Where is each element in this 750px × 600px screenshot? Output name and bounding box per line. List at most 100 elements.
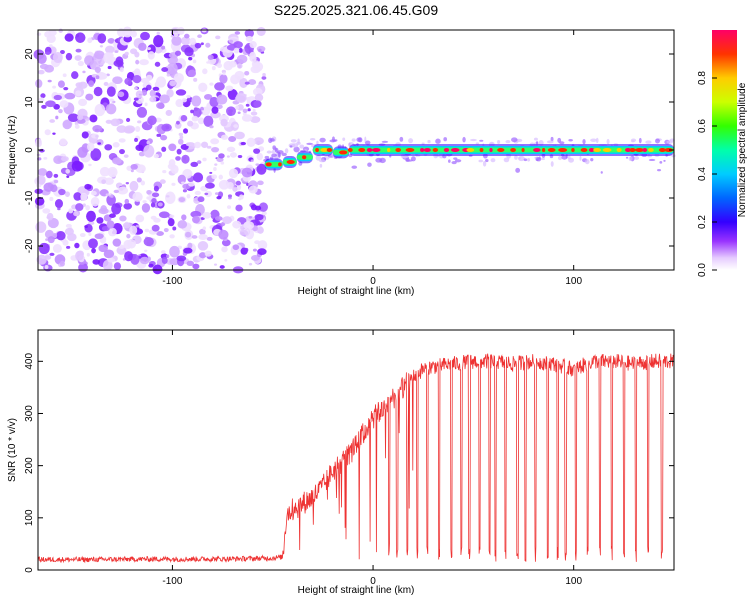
noise-blob — [221, 239, 231, 247]
noise-blob — [145, 74, 153, 81]
noise-blob — [65, 223, 72, 228]
tone-peak — [405, 148, 415, 152]
tone-halo-blob — [561, 155, 568, 160]
noise-blob — [244, 70, 250, 76]
tone-halo-blob — [306, 142, 313, 146]
noise-blob — [109, 98, 114, 102]
noise-blob — [199, 228, 206, 236]
noise-blob — [91, 247, 96, 254]
noise-blob — [250, 255, 260, 261]
noise-blob — [194, 42, 202, 49]
noise-blob — [36, 153, 41, 157]
x-tick-label: 0 — [370, 276, 376, 287]
noise-blob — [45, 238, 49, 241]
tone-peak — [326, 148, 333, 152]
noise-blob — [222, 72, 226, 76]
noise-blob — [220, 46, 230, 53]
noise-blob — [165, 109, 173, 117]
tone-halo-blob — [272, 145, 276, 150]
tone-halo-blob — [557, 137, 562, 143]
noise-blob — [249, 51, 257, 60]
noise-blob — [194, 190, 201, 196]
spectrogram-x-ticks: -100 0 100 — [162, 30, 582, 287]
noise-blob — [239, 77, 248, 89]
noise-blob — [53, 179, 59, 184]
noise-blob — [73, 211, 79, 217]
noise-blob — [96, 217, 104, 224]
snr-plot-area — [38, 330, 674, 570]
noise-blob — [189, 37, 197, 45]
noise-blob — [209, 125, 214, 129]
noise-blob — [225, 85, 234, 92]
noise-blob — [110, 194, 114, 198]
noise-blob — [88, 163, 92, 167]
noise-blob — [108, 193, 112, 196]
noise-blob — [84, 183, 92, 190]
tone-halo-blob — [478, 159, 484, 163]
noise-blob — [88, 232, 92, 236]
noise-blob — [234, 70, 245, 80]
colorbar-tick-label: 0.4 — [697, 167, 708, 181]
noise-blob — [123, 154, 129, 158]
noise-blob — [236, 54, 248, 64]
noise-blob — [233, 47, 240, 54]
noise-blob — [181, 98, 187, 103]
noise-blob — [169, 80, 177, 87]
noise-blob — [218, 153, 225, 159]
tone-halo-blob — [634, 156, 640, 160]
tone-peak — [278, 162, 282, 167]
noise-blob — [82, 70, 86, 74]
noise-blob — [44, 31, 52, 38]
tone-halo-blob — [329, 139, 337, 143]
noise-blob — [132, 74, 142, 84]
y-tick-label: -20 — [24, 238, 35, 253]
noise-blob — [187, 242, 193, 249]
noise-blob — [161, 45, 166, 50]
noise-blob — [161, 146, 167, 152]
tone-halo-blob — [511, 137, 518, 143]
noise-blob — [107, 257, 116, 263]
noise-blob — [250, 65, 261, 74]
tone-peak — [571, 148, 575, 152]
noise-blob — [54, 199, 63, 209]
tone-peak — [315, 148, 319, 152]
noise-blob — [149, 96, 157, 103]
noise-blob — [65, 52, 73, 61]
noise-blob — [252, 248, 257, 252]
noise-blob — [103, 249, 115, 259]
tone-peak — [616, 148, 622, 152]
noise-blob — [172, 226, 177, 231]
noise-blob — [77, 114, 84, 121]
noise-blob — [153, 217, 161, 223]
noise-blob — [57, 207, 61, 211]
noise-blob — [98, 207, 109, 215]
tone-halo-blob — [482, 160, 487, 167]
noise-blob — [185, 231, 192, 238]
tone-peak — [658, 148, 666, 152]
colorbar-tick-label: 0.2 — [697, 215, 708, 229]
noise-blob — [156, 231, 164, 236]
noise-blob — [232, 220, 242, 229]
noise-blob — [123, 202, 133, 210]
tone-halo-blob — [497, 139, 501, 144]
tone-peak — [395, 148, 402, 152]
tone-peak — [602, 148, 612, 152]
noise-blob — [229, 152, 237, 158]
noise-blob — [245, 103, 250, 107]
noise-blob — [219, 74, 228, 84]
noise-blob — [59, 100, 69, 108]
tone-halo-blob — [284, 148, 289, 154]
noise-blob — [74, 55, 82, 61]
tone-halo-blob — [557, 155, 563, 161]
noise-blob — [176, 120, 180, 125]
noise-blob — [112, 157, 122, 165]
y-tick-label: 300 — [24, 405, 35, 422]
noise-blob — [124, 251, 133, 262]
noise-blob — [154, 81, 160, 88]
noise-blob — [111, 230, 117, 235]
noise-blob — [183, 128, 189, 134]
noise-blob — [139, 256, 150, 265]
noise-blob — [105, 193, 109, 197]
noise-blob — [159, 94, 170, 104]
noise-blob — [257, 180, 264, 186]
